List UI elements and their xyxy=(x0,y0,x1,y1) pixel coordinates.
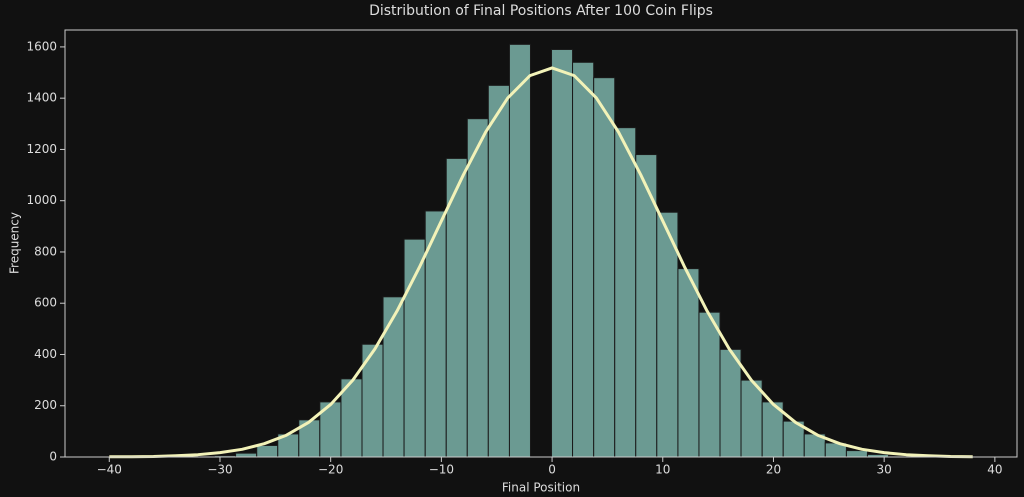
histogram-bar xyxy=(235,452,258,458)
histogram-bar xyxy=(677,268,700,458)
y-tick-label: 0 xyxy=(49,450,57,464)
histogram-bar xyxy=(382,296,405,458)
histogram-bar xyxy=(256,444,279,458)
histogram-bar xyxy=(593,77,616,458)
y-tick-label: 1600 xyxy=(26,39,57,53)
x-tick-label: −30 xyxy=(207,463,232,477)
histogram-bar xyxy=(698,311,721,458)
histogram-bar xyxy=(572,61,595,458)
chart-title: Distribution of Final Positions After 10… xyxy=(369,3,713,19)
x-tick-label: 40 xyxy=(987,463,1002,477)
histogram-bar xyxy=(845,450,868,458)
y-tick-label: 1200 xyxy=(26,142,57,156)
x-tick-label: 20 xyxy=(766,463,781,477)
histogram-bar xyxy=(551,48,574,458)
x-tick-label: 0 xyxy=(548,463,556,477)
x-axis-label: Final Position xyxy=(502,481,580,495)
y-tick-label: 400 xyxy=(34,347,57,361)
fit-curve xyxy=(109,66,973,459)
x-tick-label: 10 xyxy=(655,463,670,477)
y-tick-label: 1000 xyxy=(26,193,57,207)
histogram-bar xyxy=(508,43,531,458)
histogram-bar xyxy=(740,379,763,458)
x-tick-label: −10 xyxy=(429,463,454,477)
y-tick-label: 600 xyxy=(34,296,57,310)
x-tick-label: 30 xyxy=(877,463,892,477)
histogram-bar xyxy=(403,238,426,458)
y-tick-label: 200 xyxy=(34,398,57,412)
y-tick-label: 800 xyxy=(34,244,57,258)
histogram-bar xyxy=(487,84,510,458)
y-axis-label: Frequency xyxy=(8,212,22,274)
y-tick-label: 1400 xyxy=(26,91,57,105)
histogram-bar xyxy=(719,348,742,458)
histogram-bar xyxy=(466,118,489,458)
plot-frame xyxy=(64,29,1018,458)
histogram-bar xyxy=(614,127,637,458)
x-tick-label: −20 xyxy=(318,463,343,477)
x-tick-label: −40 xyxy=(97,463,122,477)
